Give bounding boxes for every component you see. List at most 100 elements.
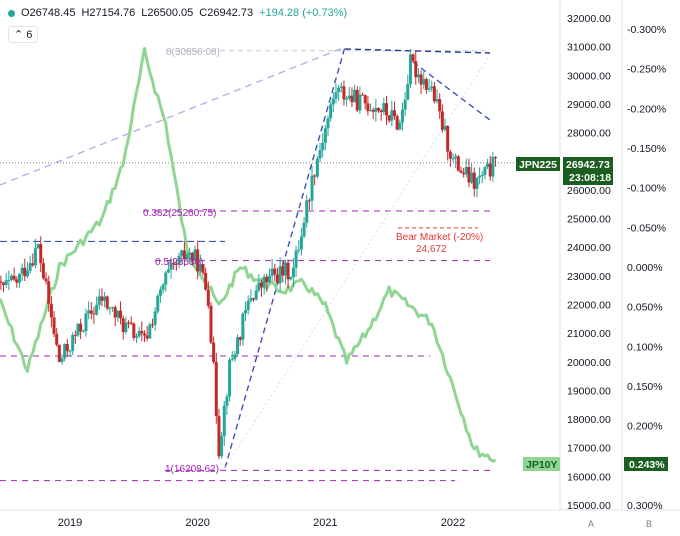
y-left-tick-label: 24000.00 <box>567 242 611 254</box>
candle-body <box>169 262 173 270</box>
candle-body <box>79 323 83 332</box>
candle-body <box>55 333 59 345</box>
y-left-tick-label: 32000.00 <box>567 13 611 25</box>
trend-lines[interactable] <box>0 46 491 469</box>
candle-body <box>92 313 96 315</box>
candle-body <box>177 255 181 265</box>
candle-body <box>140 330 144 334</box>
fib-channel-line[interactable] <box>224 54 491 469</box>
candle-body <box>254 290 258 300</box>
candle-body <box>411 54 415 62</box>
y-axis-right[interactable]: -0.300% -0.250% -0.200% -0.150% -0.100% -0.05… <box>627 24 666 512</box>
candle-body <box>15 279 19 283</box>
fib-382-label: 0.382(25260.75) <box>143 208 216 219</box>
candle-body <box>196 249 200 272</box>
indicators-toggle-button[interactable]: ⌃ 6 <box>8 26 39 43</box>
candle-body <box>31 263 35 266</box>
candle-body <box>47 281 51 304</box>
candle-body <box>262 276 266 288</box>
x-axis[interactable]: 2019 2020 2021 2022 <box>58 517 465 529</box>
y-axis-left[interactable]: 32000.00 31000.00 30000.00 29000.00 28000.00… <box>567 13 611 512</box>
candle-body <box>63 344 67 359</box>
candle-body <box>267 275 271 283</box>
candle-body <box>204 272 208 290</box>
y-left-tick-label: 23000.00 <box>567 271 611 283</box>
axis-label-a[interactable]: A <box>588 519 594 529</box>
status-dot-icon <box>8 9 15 17</box>
candle-body <box>119 310 123 319</box>
ohlc-low: L26500.05 <box>141 7 194 19</box>
candle-body <box>193 249 197 261</box>
candle-body <box>406 83 410 100</box>
x-tick-label: 2020 <box>185 517 209 529</box>
candle-body <box>174 263 178 265</box>
rally-trend-line[interactable] <box>224 46 346 469</box>
y-right-tick-label: -0.200% <box>627 103 666 115</box>
fib-levels[interactable] <box>0 50 515 482</box>
y-right-tick-label: 0.050% <box>627 302 663 314</box>
candle-body <box>156 295 160 312</box>
candle-body <box>480 174 484 176</box>
fib-diagonal-line[interactable] <box>0 46 346 186</box>
candle-body <box>188 252 192 255</box>
top-resistance-line[interactable] <box>344 48 491 54</box>
candle-body <box>206 289 210 306</box>
jp10y-symbol: JP10Y <box>526 459 558 471</box>
candle-body <box>111 307 115 309</box>
candle-body <box>137 330 141 337</box>
y-left-tick-label: 25000.00 <box>567 214 611 226</box>
candle-body <box>108 308 112 310</box>
candle-body <box>244 309 248 314</box>
candle-body <box>395 115 399 130</box>
y-right-tick-label: -0.150% <box>627 143 666 155</box>
candle-body <box>132 323 136 338</box>
candle-body <box>217 416 221 457</box>
candle-body <box>124 322 128 333</box>
candle-body <box>7 279 11 281</box>
candle-body <box>291 267 295 278</box>
y-left-tick-label: 30000.00 <box>567 70 611 82</box>
axis-label-b[interactable]: B <box>646 519 652 529</box>
candle-body <box>209 305 213 343</box>
y-left-tick-label: 16000.00 <box>567 471 611 483</box>
candle-body <box>337 87 341 93</box>
candle-body <box>185 254 189 260</box>
candle-body <box>116 310 120 318</box>
candle-body <box>446 125 450 152</box>
candle-body <box>220 436 224 457</box>
candle-body <box>148 324 152 339</box>
y-right-tick-label: 0.150% <box>627 381 663 393</box>
candle-body <box>44 278 48 282</box>
candle-body <box>246 300 250 310</box>
candle-body <box>81 331 85 333</box>
candle-body <box>385 103 389 116</box>
candle-body <box>0 281 3 283</box>
bear-market-value: 24,672 <box>416 244 447 255</box>
candle-body <box>252 298 256 300</box>
jpn225-price-tag: JPN225 26942.73 23:08:18 <box>516 157 613 185</box>
candle-body <box>36 244 40 249</box>
candle-body <box>369 110 373 112</box>
candle-body <box>260 282 263 288</box>
candle-body <box>297 249 301 251</box>
candle-body <box>25 270 29 277</box>
jp10y-value-tag: JP10Y 0.243% <box>523 457 668 471</box>
candle-body <box>97 296 101 305</box>
candle-body <box>100 296 104 301</box>
candle-body <box>334 92 338 99</box>
candle-body <box>12 275 16 280</box>
candle-body <box>17 273 21 283</box>
descending-trend-line[interactable] <box>412 61 491 121</box>
candle-body <box>230 358 234 360</box>
candle-body <box>424 79 428 90</box>
candle-body <box>52 317 56 334</box>
candle-body <box>76 323 80 336</box>
jp10y-line <box>0 47 497 463</box>
candle-body <box>281 266 285 276</box>
candle-body <box>470 172 474 183</box>
annotations: 0(30856.08) 0.382(25260.75) 0.5(23530) 1… <box>143 47 483 475</box>
candle-body <box>315 158 319 177</box>
candle-body <box>353 89 357 103</box>
candle-body <box>158 289 162 296</box>
